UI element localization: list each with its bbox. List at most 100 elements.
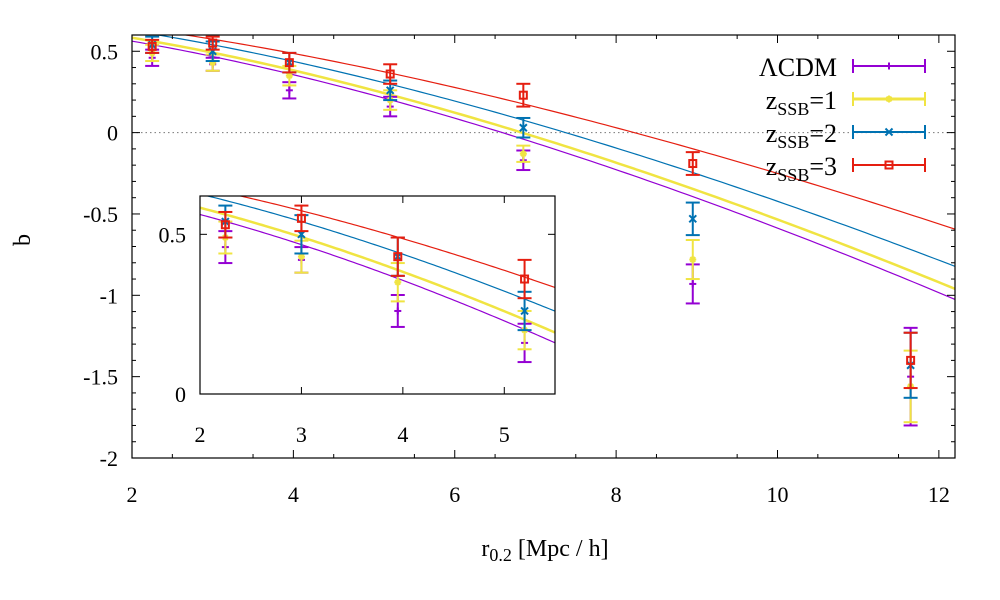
inset-background	[200, 196, 555, 394]
legend-label-1: zSSB=1	[766, 86, 837, 119]
x-axis-title-units: [Mpc / h]	[512, 536, 609, 562]
main-series-3-point-6-marker-box	[906, 355, 916, 365]
inset-x-tick-label-0: 2	[195, 422, 206, 447]
inset-series-3-point-3	[517, 258, 532, 300]
main-series-3-point-4-marker-box	[518, 90, 528, 100]
inset-plot: 2 3 4 5 0 0.5	[159, 195, 556, 447]
main-series-3-point-0	[145, 38, 160, 54]
legend-label-main-2: z	[766, 119, 778, 148]
x-tick-label-4: 10	[766, 482, 788, 507]
x-tick-label-1: 4	[288, 482, 299, 507]
main-series-3-point-5-marker-box	[688, 159, 698, 169]
y-tick-label-0: 0.5	[91, 39, 119, 64]
inset-y-tick-label-1: 0.5	[159, 222, 187, 247]
inset-series-3-point-1	[294, 204, 309, 233]
main-series-3-point-1-marker	[208, 38, 218, 48]
inset-x-tick-label-2: 4	[397, 422, 408, 447]
inset-fit-curve-3	[237, 196, 555, 289]
legend-entry-0: ΛCDM	[759, 53, 926, 82]
inset-y-tick-label-0: 0	[175, 382, 186, 407]
main-series-3-point-5	[685, 151, 700, 176]
x-axis-title: r0.2 [Mpc / h]	[481, 536, 608, 565]
main-fit-curve-0	[132, 40, 955, 300]
inset-series-2-point-3-marker-d2	[520, 306, 529, 316]
y-tick-label-2: -0.5	[83, 202, 118, 227]
inset-fit-curve-0	[200, 213, 555, 344]
main-series-3-point-1-marker-box	[208, 38, 218, 48]
main-series-3-point-2	[282, 51, 297, 74]
x-tick-label-5: 12	[928, 482, 950, 507]
x-axis-title-main: r	[481, 536, 489, 562]
inset-series-2-point-3-marker	[520, 306, 529, 316]
legend-label-main-3: z	[766, 152, 778, 181]
main-series-3-point-6	[903, 331, 918, 390]
legend-label-suffix-3: =3	[809, 152, 837, 181]
inset-series-3-point-3-marker	[520, 274, 530, 284]
legend-label-0: ΛCDM	[759, 53, 837, 82]
inset-series-1-point-2-marker-d2	[394, 279, 401, 286]
inset-series-3-point-1-marker-box	[296, 213, 306, 223]
inset-frame	[199, 195, 556, 395]
y-tick-label-5: -2	[100, 446, 118, 471]
main-fit-curve-3	[181, 35, 955, 230]
inset-series-3-point-0-marker-box	[220, 220, 230, 230]
legend-marker-2-d2	[884, 127, 894, 137]
inset-series-3-point-0-marker	[220, 220, 230, 230]
main-series-3-point-3-marker	[385, 69, 395, 79]
legend-label-suffix-1: =1	[809, 86, 837, 115]
inset-fit-curves	[200, 196, 555, 344]
main-series-3-point-6-marker	[906, 355, 916, 365]
inset-series-1-point-2-marker	[394, 278, 402, 286]
main-series-1-point-5-marker	[689, 256, 697, 264]
main-series-3-point-2-marker-box	[284, 58, 294, 68]
axis-ticks: 2 4 6 8 10 12 0.5 0 -0.5 -1 -1.5 -2	[83, 35, 955, 507]
x-tick-label-0: 2	[127, 482, 138, 507]
legend-entry-1: zSSB=1	[766, 86, 926, 119]
y-tick-label-4: -1.5	[83, 365, 118, 390]
main-series-1-point-2-marker-d2	[286, 72, 293, 79]
inset-series-3-point-0	[218, 210, 233, 239]
inset-x-tick-label-1: 3	[296, 422, 307, 447]
legend-label-sub-2: SSB	[777, 132, 809, 152]
inset-series-3-point-3-marker-box	[520, 274, 530, 284]
legend-marker-1	[885, 95, 893, 103]
main-series-3-point-3-marker-box	[385, 69, 395, 79]
legend-label-3: zSSB=3	[766, 152, 837, 185]
legend-marker-3	[884, 160, 894, 170]
main-series-3-point-4-marker	[518, 90, 528, 100]
x-tick-label-3: 8	[611, 482, 622, 507]
main-series-2-point-5-marker	[688, 214, 697, 224]
main-series-2-point-4-marker-d2	[519, 123, 528, 132]
inset-fit-curve-1	[200, 206, 555, 334]
main-series-2-point-3-marker	[385, 86, 395, 95]
y-tick-label-3: -1	[100, 283, 118, 308]
inset-fit-curve-2	[205, 196, 555, 312]
legend-label-sub-3: SSB	[777, 165, 809, 185]
legend-label-2: zSSB=2	[766, 119, 837, 152]
main-series-3-point-0-marker-box	[147, 41, 157, 51]
y-tick-label-1: 0	[107, 121, 118, 146]
main-series-3-point-0-marker	[147, 41, 157, 51]
main-plot-area: 2 4 6 8 10 12 0.5 0 -0.5 -1 -1.5 -2	[83, 34, 956, 507]
inset-x-tick-label-3: 5	[499, 422, 510, 447]
inset-data-points	[218, 204, 532, 364]
inset-series-1-point-1-marker-d2	[298, 253, 305, 260]
inset-series-3-point-2-marker	[393, 252, 403, 262]
main-series-1-point-4-marker	[519, 150, 527, 158]
inset-series-0-point-2-marker	[394, 307, 402, 315]
main-series-3-point-1	[205, 35, 220, 51]
legend-label-main-1: z	[766, 86, 778, 115]
data-points	[145, 35, 918, 427]
main-series-1-point-5	[685, 238, 700, 281]
legend-label-main-0: ΛCDM	[759, 53, 837, 82]
inset-series-3-point-1-marker	[296, 213, 306, 223]
main-series-2-point-5-marker-d2	[688, 214, 697, 224]
main-fit-curve-2	[154, 35, 955, 267]
legend-marker-2	[884, 127, 894, 137]
inset-series-3-point-2	[390, 236, 405, 277]
main-series-2-point-3-marker-d2	[385, 86, 395, 95]
main-series-3-point-4	[516, 82, 531, 108]
main-series-3-point-2-marker	[284, 58, 294, 68]
